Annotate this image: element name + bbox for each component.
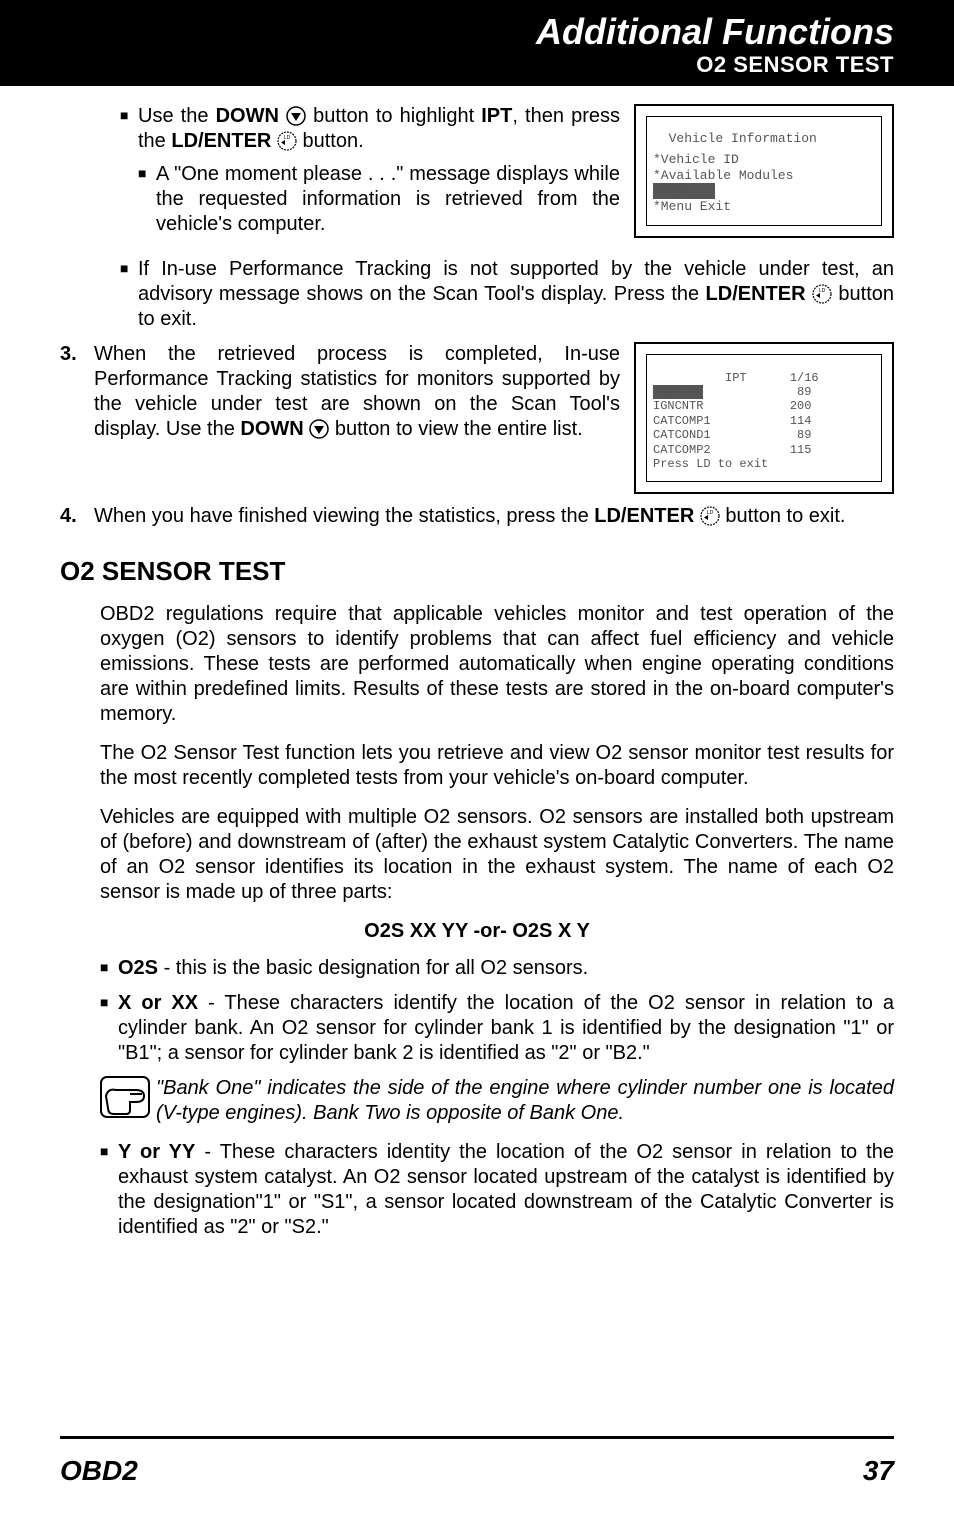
lcd-line: Press LD to exit [653, 457, 768, 471]
text: Use the [138, 105, 216, 127]
text: - These characters identify the location… [118, 992, 894, 1064]
lcd-val: 115 [790, 443, 812, 457]
x-label: X or XX [118, 992, 198, 1014]
enter-icon: LD [812, 284, 832, 304]
y-bullet: Y or YY - These characters identity the … [118, 1140, 894, 1240]
bullet-marker: ■ [100, 1140, 118, 1162]
o2s-bullet: O2S - this is the basic designation for … [118, 956, 894, 981]
lcd-line: Vehicle Information [653, 131, 817, 146]
lcd-line: CATCOMP2 [653, 443, 711, 457]
footer-page-number: 37 [863, 1455, 894, 1487]
lcd-line: *Vehicle ID [653, 152, 739, 167]
lcd-line: *Menu Exit [653, 199, 731, 214]
paragraph-1: OBD2 regulations require that applicable… [60, 602, 894, 727]
text: button to view the entire list. [335, 418, 583, 440]
text: - These characters identity the location… [118, 1141, 894, 1238]
lcd-val: 200 [790, 399, 812, 413]
lcd-screen-1: Vehicle Information *Vehicle ID *Availab… [634, 104, 894, 238]
enter-icon: LD [700, 506, 720, 526]
enter-icon: LD [277, 131, 297, 151]
down-label: DOWN [240, 418, 303, 440]
page-content: ■ Use the DOWN button to highlight IPT, … [0, 86, 954, 1240]
footer-left: OBD2 [60, 1455, 138, 1487]
ipt-label: IPT [481, 105, 512, 127]
lcd-line: *Available Modules [653, 168, 793, 183]
lcd-highlight: OBDCOND [653, 385, 703, 399]
lcd-line: IPT 1/16 [653, 371, 819, 385]
text: button to highlight [313, 105, 481, 127]
down-arrow-icon [286, 106, 306, 126]
format-line: O2S XX YY -or- O2S X Y [60, 919, 894, 944]
paragraph-2: The O2 Sensor Test function lets you ret… [60, 741, 894, 791]
bullet-marker: ■ [138, 162, 156, 184]
page-footer: OBD2 37 [60, 1455, 894, 1487]
bullet-marker: ■ [100, 991, 118, 1013]
footer-rule [60, 1436, 894, 1439]
page-header: Additional Functions O2 SENSOR TEST [0, 0, 954, 86]
lcd-line: CATCOMP1 [653, 414, 711, 428]
svg-text:LD: LD [284, 135, 291, 141]
header-subtitle: O2 SENSOR TEST [0, 52, 894, 78]
lcd-highlight: *IPT [653, 183, 715, 199]
bullet-1-text: Use the DOWN button to highlight IPT, th… [138, 104, 620, 154]
pointing-hand-icon [100, 1076, 156, 1125]
down-arrow-icon [309, 419, 329, 439]
step-3-text: When the retrieved process is completed,… [94, 342, 620, 442]
ldenter-label: LD/ENTER [171, 130, 271, 152]
lcd-2-content: IPT 1/16 OBDCOND 89 IGNCNTR 200 CATCOMP1… [646, 354, 882, 483]
lcd-val: 89 [797, 385, 811, 399]
x-bullet: X or XX - These characters identify the … [118, 991, 894, 1066]
ldenter-label: LD/ENTER [594, 505, 694, 527]
ldenter-label: LD/ENTER [706, 283, 806, 305]
text: - this is the basic designation for all … [158, 957, 588, 979]
paragraph-3: Vehicles are equipped with multiple O2 s… [60, 805, 894, 905]
svg-text:LD: LD [707, 510, 714, 516]
lcd-line: CATCOND1 [653, 428, 711, 442]
bullet-marker: ■ [120, 257, 138, 279]
lcd-line: IGNCNTR [653, 399, 703, 413]
down-label: DOWN [216, 105, 279, 127]
section-heading: O2 SENSOR TEST [60, 555, 894, 588]
lcd-val: 114 [790, 414, 812, 428]
text: When you have finished viewing the stati… [94, 505, 594, 527]
text: button to exit. [725, 505, 845, 527]
header-title: Additional Functions [0, 12, 894, 52]
lcd-1-content: Vehicle Information *Vehicle ID *Availab… [646, 116, 882, 226]
note-text: "Bank One" indicates the side of the eng… [156, 1076, 894, 1126]
bullet-3-text: If In-use Performance Tracking is not su… [138, 257, 894, 332]
text: button. [302, 130, 363, 152]
svg-text:LD: LD [819, 288, 826, 294]
bullet-marker: ■ [100, 956, 118, 978]
bullet-2-text: A "One moment please . . ." message disp… [156, 162, 620, 237]
bullet-marker: ■ [120, 104, 138, 126]
step-3-number: 3. [60, 342, 94, 367]
lcd-screen-2: IPT 1/16 OBDCOND 89 IGNCNTR 200 CATCOMP1… [634, 342, 894, 495]
step-4-number: 4. [60, 504, 94, 529]
step-4-text: When you have finished viewing the stati… [94, 504, 894, 529]
o2s-label: O2S [118, 957, 158, 979]
y-label: Y or YY [118, 1141, 195, 1163]
lcd-val: 89 [797, 428, 811, 442]
